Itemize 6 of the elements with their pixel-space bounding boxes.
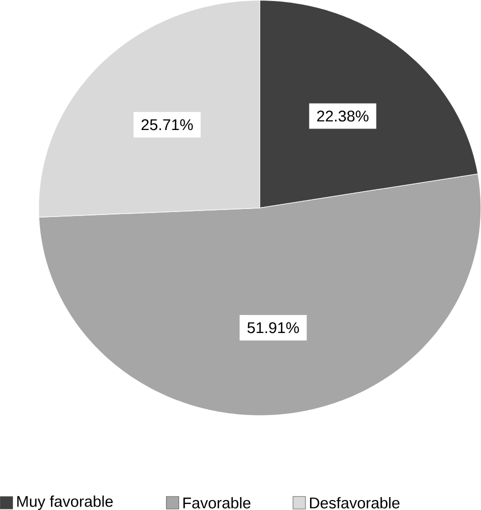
data-label: 25.71% [141, 119, 193, 130]
legend-label: Muy favorable [17, 496, 113, 510]
legend-label: Favorable [183, 497, 250, 508]
data-label: 22.38% [317, 110, 368, 122]
legend-label: Desfavorable [310, 497, 400, 508]
data-label: 51.91% [247, 322, 299, 334]
